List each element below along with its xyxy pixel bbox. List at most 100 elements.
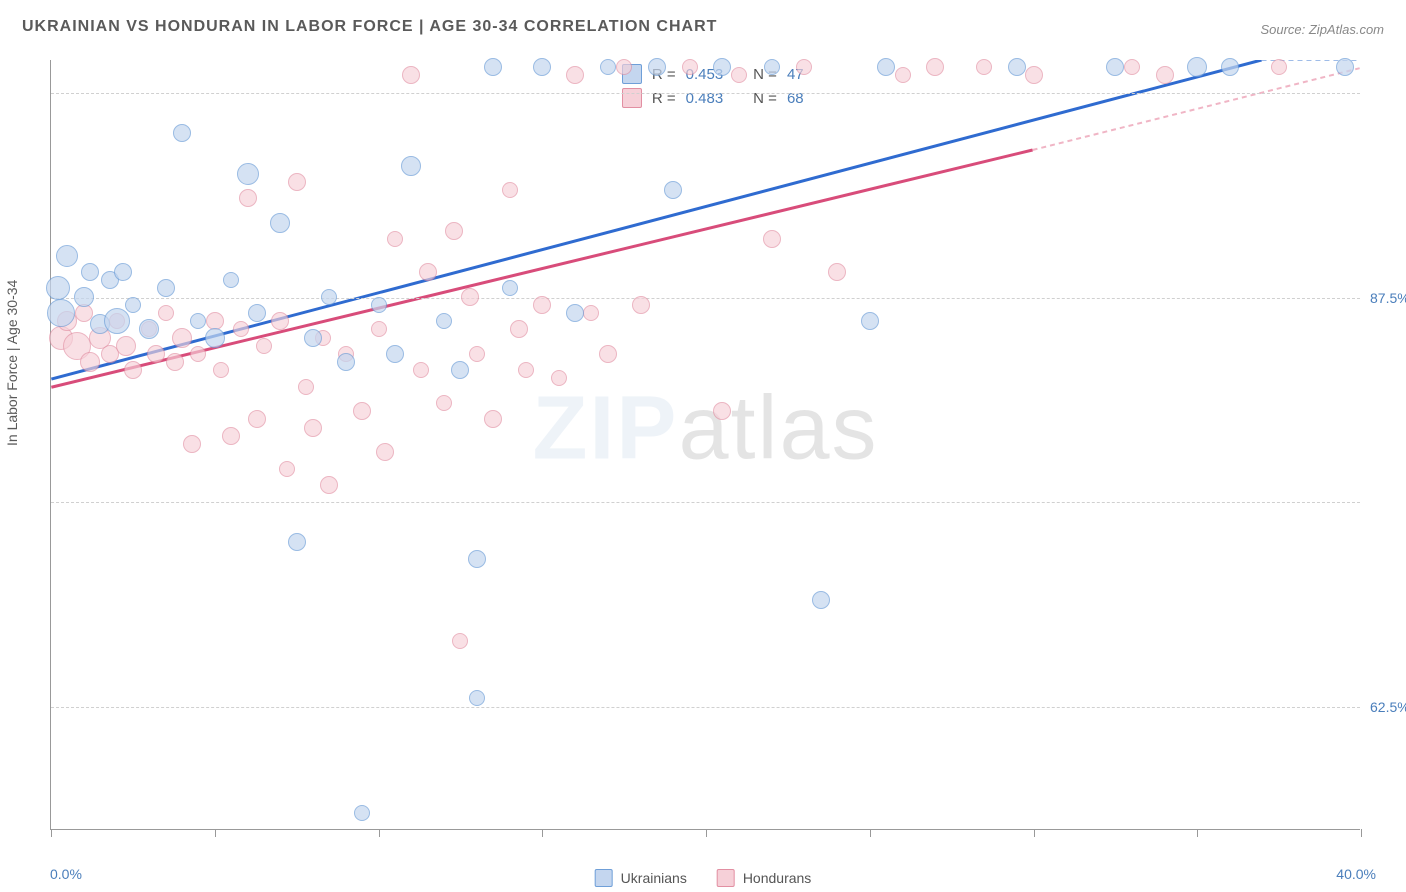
data-point [304,419,322,437]
x-tick [870,829,871,837]
data-point [104,308,130,334]
data-point [828,263,846,281]
x-tick-label-max: 40.0% [1336,866,1376,882]
data-point [1025,66,1043,84]
data-point [47,299,75,327]
y-tick-label: 87.5% [1370,290,1406,306]
data-point [861,312,879,330]
data-point [1106,58,1124,76]
data-point [222,427,240,445]
data-point [468,550,486,568]
data-point [533,58,551,76]
legend-item: Hondurans [717,869,812,887]
data-point [510,320,528,338]
data-point [1156,66,1174,84]
grid-line [51,298,1360,299]
data-point [1124,59,1140,75]
data-point [237,163,259,185]
data-point [371,321,387,337]
x-tick-label-min: 0.0% [50,866,82,882]
data-point [616,59,632,75]
grid-line [51,502,1360,503]
data-point [502,280,518,296]
data-point [81,263,99,281]
data-point [648,58,666,76]
data-point [205,328,225,348]
data-point [387,231,403,247]
data-point [239,189,257,207]
stats-swatch [622,88,642,108]
data-point [288,533,306,551]
data-point [279,461,295,477]
legend-bottom: Ukrainians Hondurans [595,869,812,887]
legend-label: Hondurans [743,870,812,886]
y-tick-label: 62.5% [1370,699,1406,715]
stats-row: R = 0.483 N = 68 [622,86,804,110]
y-axis-label: In Labor Force | Age 30-34 [4,280,20,446]
x-tick [706,829,707,837]
data-point [401,156,421,176]
data-point [1221,58,1239,76]
data-point [812,591,830,609]
grid-line [51,93,1360,94]
data-point [632,296,650,314]
data-point [298,379,314,395]
data-point [183,435,201,453]
data-point [56,245,78,267]
data-point [173,124,191,142]
data-point [213,362,229,378]
data-point [484,410,502,428]
data-point [926,58,944,76]
data-point [116,336,136,356]
data-point [976,59,992,75]
data-point [354,805,370,821]
data-point [600,59,616,75]
data-point [533,296,551,314]
data-point [46,276,70,300]
data-point [895,67,911,83]
data-point [114,263,132,281]
data-point [484,58,502,76]
data-point [518,362,534,378]
data-point [139,319,159,339]
data-point [80,352,100,372]
data-point [436,313,452,329]
data-point [190,346,206,362]
data-point [664,181,682,199]
data-point [320,476,338,494]
data-point [248,410,266,428]
legend-swatch [717,869,735,887]
data-point [713,402,731,420]
data-point [223,272,239,288]
data-point [796,59,812,75]
data-point [124,361,142,379]
data-point [764,59,780,75]
data-point [1008,58,1026,76]
data-point [256,338,272,354]
watermark-atlas: atlas [678,379,878,479]
data-point [158,305,174,321]
data-point [682,59,698,75]
data-point [502,182,518,198]
legend-item: Ukrainians [595,869,687,887]
data-point [469,690,485,706]
legend-swatch [595,869,613,887]
data-point [413,362,429,378]
data-point [419,263,437,281]
data-point [321,289,337,305]
data-point [74,287,94,307]
x-tick [51,829,52,837]
plot-area: ZIPatlas R = 0.453 N = 47 R = 0.483 N = … [50,60,1360,830]
data-point [337,353,355,371]
data-point [371,297,387,313]
grid-line [51,707,1360,708]
data-point [402,66,420,84]
data-point [451,361,469,379]
data-point [1336,58,1354,76]
data-point [386,345,404,363]
x-tick [1361,829,1362,837]
data-point [599,345,617,363]
data-point [469,346,485,362]
watermark-zip: ZIP [532,379,678,479]
data-point [166,353,184,371]
